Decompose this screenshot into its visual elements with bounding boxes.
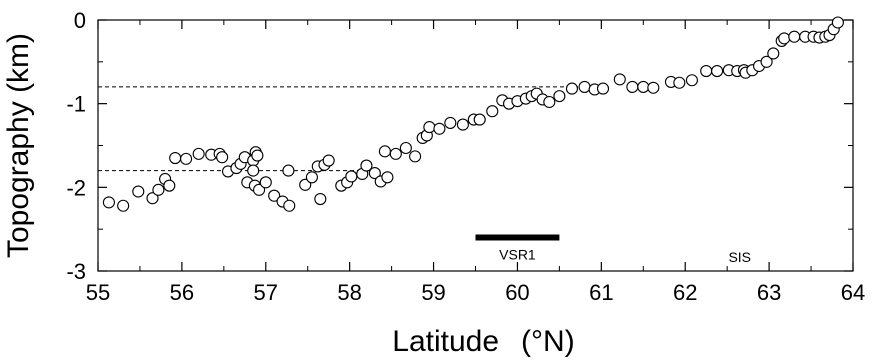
data-point: [711, 64, 724, 78]
data-point: [626, 80, 639, 93]
vsr1-label: VSR1: [499, 247, 536, 263]
y-tick-label: -3: [66, 259, 86, 284]
x-tick-label: 58: [337, 280, 361, 305]
x-tick-label: 56: [170, 280, 194, 305]
data-point: [305, 171, 318, 184]
data-point: [647, 81, 660, 94]
data-point: [253, 183, 266, 196]
data-point: [444, 116, 457, 129]
data-point: [389, 147, 402, 160]
x-tick-label: 60: [505, 280, 529, 305]
data-point: [399, 141, 412, 155]
data-point: [423, 121, 436, 134]
data-point: [152, 183, 165, 196]
x-tick-label: 64: [841, 280, 865, 305]
data-point: [322, 154, 335, 167]
data-point: [247, 164, 260, 177]
plot-frame: [97, 19, 854, 272]
data-point: [368, 167, 381, 180]
x-tick-label: 55: [86, 280, 110, 305]
data-point: [685, 74, 698, 87]
y-tick-label: -2: [66, 175, 86, 200]
data-point: [433, 122, 446, 135]
x-tick-label: 61: [589, 280, 613, 305]
data-point: [637, 80, 650, 93]
data-point: [117, 199, 130, 212]
data-point: [268, 189, 281, 202]
data-point: [760, 55, 773, 68]
data-point: [360, 159, 373, 172]
data-point: [192, 147, 205, 160]
axis-ticks: [97, 19, 854, 272]
data-point: [565, 82, 579, 95]
data-point: [251, 149, 264, 162]
data-point: [102, 196, 115, 209]
y-tick-label: -1: [66, 92, 86, 117]
data-point: [543, 95, 556, 109]
x-tick-label: 62: [673, 280, 697, 305]
data-point: [216, 151, 229, 164]
x-tick-labels: 55 56 57 58 59 60 61 62 63 64: [86, 280, 865, 305]
x-tick-label: 59: [421, 280, 445, 305]
data-point: [132, 185, 145, 198]
data-point: [553, 90, 566, 103]
x-axis-title-unit: (°N): [521, 325, 575, 358]
data-point: [596, 82, 610, 95]
y-tick-label: 0: [74, 8, 86, 33]
data-points: [102, 16, 844, 212]
data-point: [169, 152, 182, 165]
data-point: [299, 178, 312, 191]
data-point: [700, 64, 713, 78]
data-point: [788, 30, 801, 43]
y-axis-title: Topography (km): [2, 33, 35, 258]
data-point: [613, 73, 626, 86]
vsr1-segment-group: VSR1: [475, 234, 560, 263]
data-point: [180, 152, 193, 165]
data-point: [486, 105, 499, 118]
data-point: [831, 16, 844, 29]
data-point: [778, 32, 791, 45]
data-point: [259, 176, 272, 189]
data-point: [314, 192, 327, 206]
x-axis-title-text: Latitude: [392, 325, 499, 358]
sis-label: SIS: [728, 249, 751, 265]
data-point: [345, 170, 358, 183]
x-tick-label: 57: [254, 280, 278, 305]
data-point: [409, 150, 422, 163]
data-point: [378, 145, 391, 158]
data-point: [381, 171, 394, 184]
data-point: [473, 113, 486, 126]
x-tick-label: 63: [757, 280, 781, 305]
data-point: [673, 76, 686, 89]
data-point: [283, 199, 296, 212]
data-point: [282, 164, 295, 177]
y-tick-labels: 0 -1 -2 -3: [66, 8, 86, 284]
x-axis-title: Latitude (°N): [392, 325, 574, 358]
data-point: [456, 118, 469, 131]
data-point: [767, 47, 780, 60]
data-point: [163, 179, 176, 192]
data-point: [146, 192, 159, 205]
data-point: [578, 80, 591, 93]
plot-area-border: [97, 19, 854, 272]
